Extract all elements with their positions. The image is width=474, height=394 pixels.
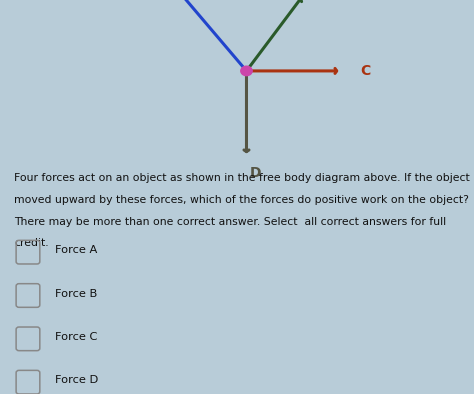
Text: moved upward by these forces, which of the forces do positive work on the object: moved upward by these forces, which of t… <box>14 195 469 205</box>
Text: C: C <box>360 64 370 78</box>
Text: Force D: Force D <box>55 375 98 385</box>
Text: Force B: Force B <box>55 288 97 299</box>
Text: credit.: credit. <box>14 238 49 248</box>
Text: D: D <box>249 166 261 180</box>
Circle shape <box>241 66 252 76</box>
Text: There may be more than one correct answer. Select  all correct answers for full: There may be more than one correct answe… <box>14 217 447 227</box>
Text: Four forces act on an object as shown in the free body diagram above. If the obj: Four forces act on an object as shown in… <box>14 173 474 183</box>
Text: Force C: Force C <box>55 332 97 342</box>
Text: Force A: Force A <box>55 245 97 255</box>
